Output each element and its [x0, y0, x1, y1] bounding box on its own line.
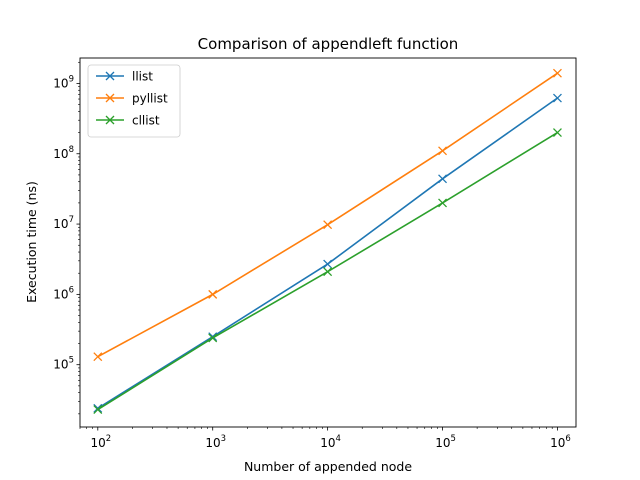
- legend-marker-cllist: [105, 115, 115, 125]
- data-point-pyllist-stroke-b: [552, 68, 562, 78]
- data-point-pyllist: [323, 220, 333, 230]
- y-tick-label: 109: [53, 74, 74, 90]
- data-point-cllist-stroke-b: [552, 128, 562, 138]
- legend-marker-llist-stroke-b: [105, 71, 115, 81]
- data-point-cllist-stroke-b: [438, 198, 448, 208]
- x-tick-label: 104: [320, 434, 341, 450]
- data-point-llist-stroke-b: [438, 174, 448, 184]
- x-tick-label: 106: [550, 434, 571, 450]
- data-point-llist: [438, 174, 448, 184]
- data-point-pyllist: [552, 68, 562, 78]
- data-point-llist: [93, 403, 103, 413]
- x-tick-label: 102: [90, 434, 111, 450]
- data-point-llist-stroke-b: [552, 93, 562, 103]
- plot-area: [93, 68, 562, 415]
- y-tick-label: 106: [53, 285, 74, 301]
- data-point-pyllist-stroke-b: [93, 352, 103, 362]
- legend-marker-llist: [105, 71, 115, 81]
- data-point-cllist: [552, 128, 562, 138]
- axis-ticks: 102 103 104 105 106 105 106 107 108 109: [53, 61, 571, 450]
- data-point-pyllist: [438, 146, 448, 156]
- data-point-llist-stroke-b: [93, 403, 103, 413]
- data-point-cllist: [323, 267, 333, 277]
- data-point-cllist: [438, 198, 448, 208]
- legend-marker-pyllist-stroke-b: [105, 93, 115, 103]
- data-point-llist-stroke-b: [323, 259, 333, 269]
- data-point-cllist: [208, 333, 218, 343]
- data-point-llist: [552, 93, 562, 103]
- legend: llist pyllist cllist: [87, 64, 181, 138]
- legend-label-cllist: cllist: [132, 114, 160, 128]
- data-point-pyllist-stroke-b: [323, 220, 333, 230]
- data-point-cllist: [93, 405, 103, 415]
- legend-label-pyllist: pyllist: [132, 92, 168, 106]
- data-point-llist: [323, 259, 333, 269]
- x-tick-label: 105: [435, 434, 456, 450]
- x-tick-label: 103: [205, 434, 226, 450]
- y-tick-label: 107: [53, 215, 74, 231]
- legend-marker-cllist-stroke-b: [105, 115, 115, 125]
- chart-title: Comparison of appendleft function: [198, 35, 459, 53]
- data-point-pyllist-stroke-b: [208, 289, 218, 299]
- data-point-pyllist-stroke-b: [438, 146, 448, 156]
- y-axis-label: Execution time (ns): [24, 181, 39, 303]
- legend-label-llist: llist: [132, 70, 153, 84]
- data-point-cllist-stroke-b: [208, 333, 218, 343]
- data-point-pyllist: [208, 289, 218, 299]
- data-point-pyllist: [93, 352, 103, 362]
- y-tick-label: 105: [53, 356, 74, 372]
- data-point-cllist-stroke-b: [93, 405, 103, 415]
- data-point-cllist-stroke-b: [323, 267, 333, 277]
- y-tick-label: 108: [53, 145, 74, 161]
- legend-marker-pyllist: [105, 93, 115, 103]
- x-axis-label: Number of appended node: [244, 459, 412, 474]
